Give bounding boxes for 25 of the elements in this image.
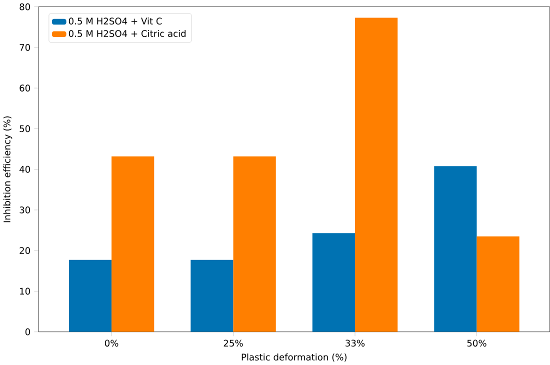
bar [190,260,234,332]
x-tick-label: 25% [224,340,243,347]
x-tick-label: 33% [346,340,365,347]
x-axis-title: Plastic deformation (%) [242,354,347,362]
y-tick-label: 60 [20,84,30,92]
y-tick-label: 10 [20,288,30,295]
bar [476,236,520,332]
x-tick-label: 50% [467,340,486,347]
x-tick-label: 0% [104,340,118,347]
y-tick-label: 50 [20,125,30,132]
bar [233,156,276,332]
bar [355,18,398,332]
y-tick-label: 20 [20,247,30,254]
y-tick-label: 0 [25,328,30,336]
bar [312,233,356,332]
y-tick-label: 40 [20,166,30,173]
bar [434,166,477,332]
y-axis-title: Inhibition efficiency (%) [3,116,12,222]
y-tick-label: 30 [20,206,30,214]
y-tick-label: 70 [20,44,30,51]
legend-label: 0.5 M H2SO4 + Vit C [68,18,162,25]
legend-label: 0.5 M H2SO4 + Citric acid [68,30,186,38]
bar [68,260,112,332]
y-tick-label: 80 [20,3,30,10]
bar [112,156,154,332]
